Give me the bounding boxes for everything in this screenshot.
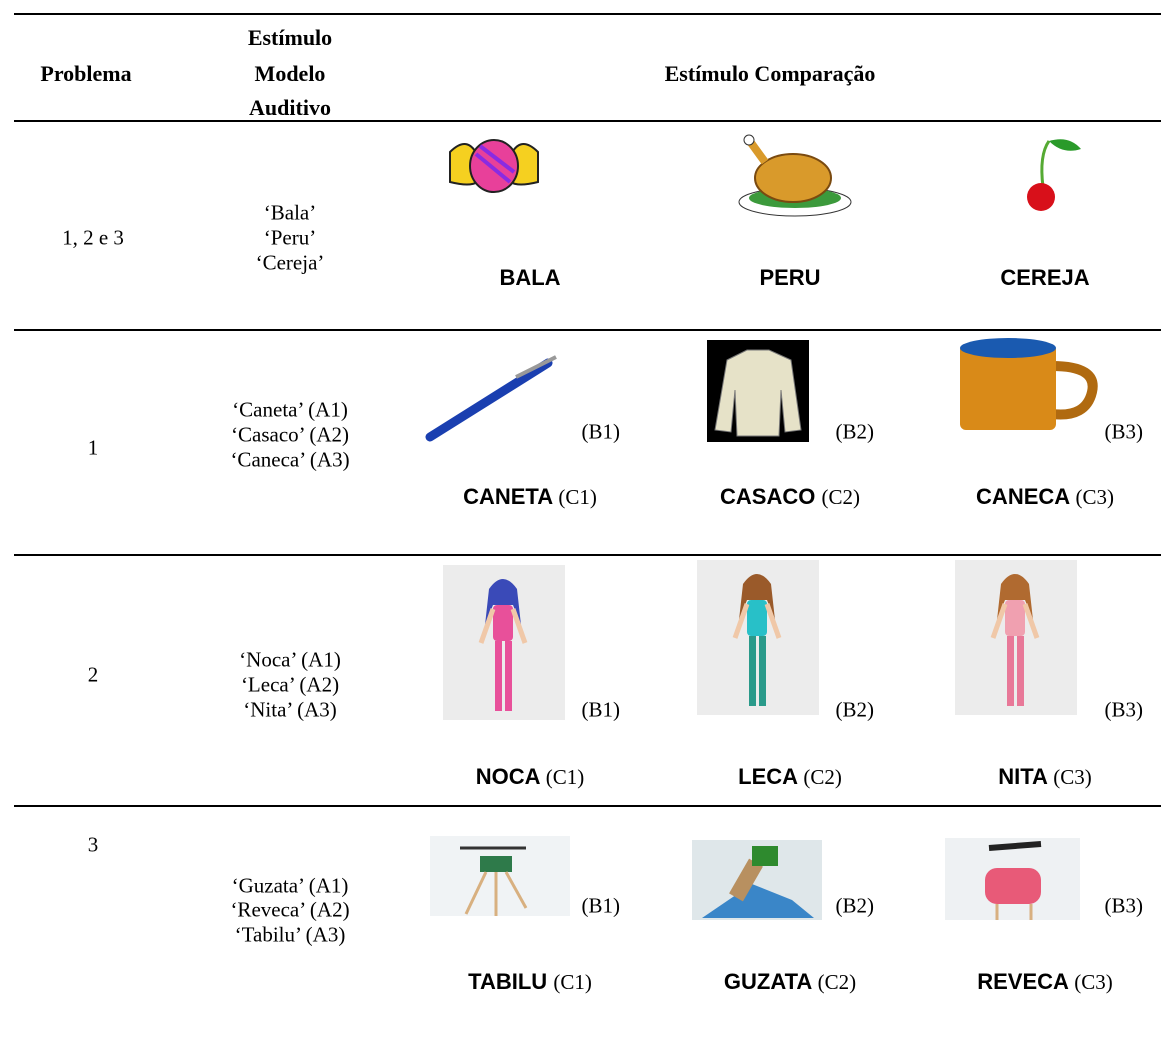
comparison-word: GUZATA (C2): [724, 971, 856, 993]
model-stimulus: ‘Leca’ (A2): [240, 672, 340, 697]
comparison-picture: [952, 336, 1102, 441]
comparison-picture: [430, 836, 570, 921]
model-stimulus: ‘Reveca’ (A2): [230, 897, 350, 922]
word: CANECA: [976, 484, 1070, 509]
word: REVECA: [977, 969, 1069, 994]
comparison-word: CANETA (C1): [463, 486, 597, 508]
word: NITA: [998, 764, 1048, 789]
comparison-picture: [955, 560, 1077, 720]
header-problem: Problema: [40, 61, 132, 86]
picture-code: (B1): [581, 697, 621, 722]
comparison-picture: [420, 355, 560, 450]
word: NOCA: [475, 764, 540, 789]
model-stimulus: ‘Peru’: [263, 225, 317, 250]
comparison-picture: [692, 840, 822, 925]
comparison-word: TABILU (C1): [468, 971, 592, 993]
header-model: Auditivo: [249, 95, 331, 120]
picture-code: (B1): [581, 419, 621, 444]
model-stimulus: ‘Noca’ (A1): [239, 647, 341, 672]
word: PERU: [759, 265, 821, 290]
comparison-picture: [945, 838, 1080, 925]
row-rule: [14, 329, 1161, 331]
comparison-word: PERU: [759, 267, 820, 289]
problem-cell: 1: [87, 435, 99, 460]
picture-code: (B3): [1104, 893, 1144, 918]
word-code: (C2): [803, 765, 842, 789]
comparison-word: REVECA (C3): [977, 971, 1113, 993]
word-code: (C3): [1053, 765, 1092, 789]
picture-code: (B3): [1104, 419, 1144, 444]
model-stimulus: ‘Casaco’ (A2): [231, 422, 349, 447]
row-rule: [14, 554, 1161, 556]
comparison-picture: [430, 132, 558, 205]
word: CASACO: [720, 484, 816, 509]
picture-code: (B2): [835, 419, 875, 444]
word: TABILU: [468, 969, 548, 994]
model-stimulus: ‘Nita’ (A3): [243, 697, 337, 722]
comparison-word: BALA: [499, 267, 560, 289]
model-stimulus: ‘Cereja’: [255, 250, 325, 275]
model-stimulus: ‘Tabilu’ (A3): [234, 922, 346, 947]
comparison-picture: [707, 340, 809, 447]
picture-code: (B2): [835, 697, 875, 722]
model-stimulus: ‘Caneta’ (A1): [232, 397, 348, 422]
model-stimulus: ‘Guzata’ (A1): [231, 873, 349, 898]
picture-code: (B2): [835, 893, 875, 918]
comparison-word: CANECA (C3): [976, 486, 1114, 508]
picture-code: (B1): [581, 893, 621, 918]
model-stimulus: ‘Bala’: [263, 200, 317, 225]
header-model: Estímulo: [247, 25, 333, 50]
word-code: (C1): [553, 970, 592, 994]
word-code: (C3): [1074, 970, 1113, 994]
comparison-word: CEREJA: [1000, 267, 1089, 289]
word: CEREJA: [1000, 265, 1090, 290]
comparison-word: CASACO (C2): [720, 486, 860, 508]
model-stimulus: ‘Caneca’ (A3): [230, 447, 350, 472]
row-rule: [14, 805, 1161, 807]
word: CANETA: [463, 484, 553, 509]
word-code: (C2): [817, 970, 857, 994]
comparison-picture: [1003, 135, 1083, 220]
word-code: (C1): [558, 485, 597, 509]
comparison-word: NITA (C3): [998, 766, 1092, 788]
comparison-picture: [443, 565, 565, 725]
comparison-picture: [735, 132, 853, 225]
header-model: Modelo: [254, 61, 326, 86]
top-rule: [14, 13, 1161, 15]
word: LECA: [738, 764, 798, 789]
header-rule: [14, 120, 1161, 122]
word: GUZATA: [723, 969, 812, 994]
problem-cell: 3: [87, 832, 99, 857]
word: BALA: [499, 265, 561, 290]
picture-code: (B3): [1104, 697, 1144, 722]
word-code: (C2): [821, 485, 860, 509]
problem-cell: 2: [87, 662, 99, 687]
comparison-picture: [697, 560, 819, 720]
problem-cell: 1, 2 e 3: [62, 225, 124, 250]
word-code: (C3): [1075, 485, 1114, 509]
comparison-word: NOCA (C1): [476, 766, 585, 788]
word-code: (C1): [545, 765, 585, 789]
comparison-word: LECA (C2): [738, 766, 842, 788]
header-comparison: Estímulo Comparação: [664, 61, 876, 86]
